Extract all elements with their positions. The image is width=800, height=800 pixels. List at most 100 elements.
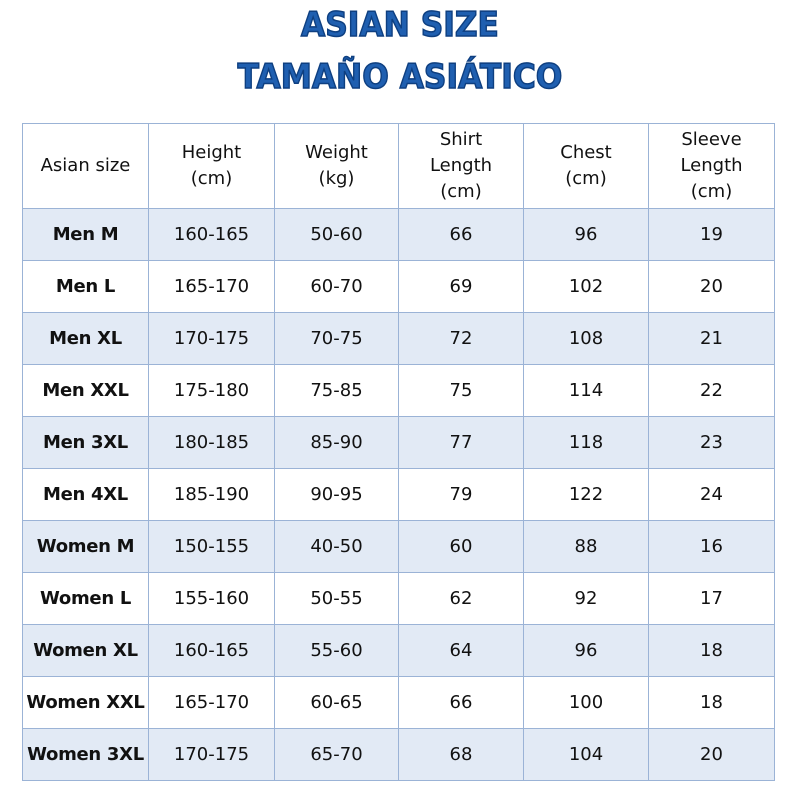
cell-height: 155-160 (148, 572, 275, 625)
cell-chest: 96 (523, 208, 649, 261)
cell-height: 185-190 (148, 468, 275, 521)
cell-height: 160-165 (148, 208, 275, 261)
cell-height: 165-170 (148, 260, 275, 313)
cell-size: Women XL (22, 624, 149, 677)
cell-size: Men M (22, 208, 149, 261)
cell-size: Women L (22, 572, 149, 625)
cell-shirt-length: 60 (398, 520, 524, 573)
header-line: Length (429, 155, 493, 176)
cell-height: 170-175 (148, 728, 275, 781)
title-asian-size: ASIAN SIZE (300, 5, 499, 45)
cell-sleeve-length: 16 (648, 520, 775, 573)
cell-size: Women M (22, 520, 149, 573)
cell-weight: 75-85 (274, 364, 399, 417)
table-row: Women M 150-155 40-50 60 88 16 (22, 520, 775, 573)
cell-sleeve-length: 21 (648, 312, 775, 365)
cell-chest: 102 (523, 260, 649, 313)
size-chart-table-container: Asian size Height (cm) Weight (kg) Shirt… (22, 123, 775, 781)
header-line: Length (680, 155, 743, 176)
cell-size: Men XXL (22, 364, 149, 417)
cell-height: 165-170 (148, 676, 275, 729)
cell-chest: 118 (523, 416, 649, 469)
header-line: Sleeve (681, 129, 742, 150)
cell-weight: 70-75 (274, 312, 399, 365)
cell-chest: 114 (523, 364, 649, 417)
cell-shirt-length: 68 (398, 728, 524, 781)
cell-sleeve-length: 22 (648, 364, 775, 417)
cell-chest: 100 (523, 676, 649, 729)
cell-chest: 88 (523, 520, 649, 573)
cell-shirt-length: 79 (398, 468, 524, 521)
cell-weight: 65-70 (274, 728, 399, 781)
header-line: (cm) (690, 181, 733, 202)
table-row: Men L 165-170 60-70 69 102 20 (22, 260, 775, 313)
header-sleeve-length: Sleeve Length (cm) (648, 123, 775, 209)
header-line: Height (181, 142, 242, 163)
cell-weight: 50-60 (274, 208, 399, 261)
cell-shirt-length: 64 (398, 624, 524, 677)
table-header-row: Asian size Height (cm) Weight (kg) Shirt… (22, 123, 775, 209)
table-row: Men M 160-165 50-60 66 96 19 (22, 208, 775, 261)
cell-sleeve-length: 24 (648, 468, 775, 521)
cell-weight: 55-60 (274, 624, 399, 677)
table-row: Men 4XL 185-190 90-95 79 122 24 (22, 468, 775, 521)
header-height: Height (cm) (148, 123, 275, 209)
cell-weight: 85-90 (274, 416, 399, 469)
table-row: Women L 155-160 50-55 62 92 17 (22, 572, 775, 625)
header-line: (cm) (440, 181, 482, 202)
cell-sleeve-length: 23 (648, 416, 775, 469)
header-chest: Chest (cm) (523, 123, 649, 209)
cell-chest: 92 (523, 572, 649, 625)
table-row: Women XXL 165-170 60-65 66 100 18 (22, 676, 775, 729)
size-chart-table: Asian size Height (cm) Weight (kg) Shirt… (22, 123, 775, 781)
header-line: (kg) (318, 168, 355, 189)
cell-height: 180-185 (148, 416, 275, 469)
cell-weight: 60-65 (274, 676, 399, 729)
header-line: Shirt (439, 129, 483, 150)
cell-height: 150-155 (148, 520, 275, 573)
cell-shirt-length: 75 (398, 364, 524, 417)
cell-sleeve-length: 20 (648, 260, 775, 313)
cell-size: Men L (22, 260, 149, 313)
cell-weight: 40-50 (274, 520, 399, 573)
cell-sleeve-length: 17 (648, 572, 775, 625)
table-row: Men XXL 175-180 75-85 75 114 22 (22, 364, 775, 417)
header-line: (cm) (565, 168, 607, 189)
cell-chest: 108 (523, 312, 649, 365)
cell-shirt-length: 66 (398, 208, 524, 261)
cell-size: Men XL (22, 312, 149, 365)
cell-sleeve-length: 18 (648, 624, 775, 677)
header-weight: Weight (kg) (274, 123, 399, 209)
header-line: (cm) (190, 168, 233, 189)
cell-weight: 50-55 (274, 572, 399, 625)
header-line: Weight (305, 142, 368, 163)
cell-chest: 104 (523, 728, 649, 781)
cell-height: 160-165 (148, 624, 275, 677)
cell-shirt-length: 77 (398, 416, 524, 469)
cell-shirt-length: 62 (398, 572, 524, 625)
table-row: Women 3XL 170-175 65-70 68 104 20 (22, 728, 775, 781)
cell-shirt-length: 66 (398, 676, 524, 729)
cell-height: 175-180 (148, 364, 275, 417)
header-asian-size: Asian size (22, 123, 149, 209)
cell-shirt-length: 72 (398, 312, 524, 365)
cell-weight: 60-70 (274, 260, 399, 313)
header-line: Chest (560, 142, 612, 163)
cell-sleeve-length: 20 (648, 728, 775, 781)
header-shirt-length: Shirt Length (cm) (398, 123, 524, 209)
cell-size: Men 3XL (22, 416, 149, 469)
table-row: Men 3XL 180-185 85-90 77 118 23 (22, 416, 775, 469)
cell-sleeve-length: 18 (648, 676, 775, 729)
table-body: Men M 160-165 50-60 66 96 19 Men L 165-170 60-70… (22, 208, 775, 781)
cell-sleeve-length: 19 (648, 208, 775, 261)
cell-size: Women XXL (22, 676, 149, 729)
cell-shirt-length: 69 (398, 260, 524, 313)
cell-size: Women 3XL (22, 728, 149, 781)
title-tamano-asiatico: TAMAÑO ASIÁTICO (237, 57, 563, 97)
header-line: Asian size (40, 155, 131, 176)
cell-chest: 96 (523, 624, 649, 677)
table-row: Men XL 170-175 70-75 72 108 21 (22, 312, 775, 365)
cell-height: 170-175 (148, 312, 275, 365)
cell-size: Men 4XL (22, 468, 149, 521)
table-row: Women XL 160-165 55-60 64 96 18 (22, 624, 775, 677)
